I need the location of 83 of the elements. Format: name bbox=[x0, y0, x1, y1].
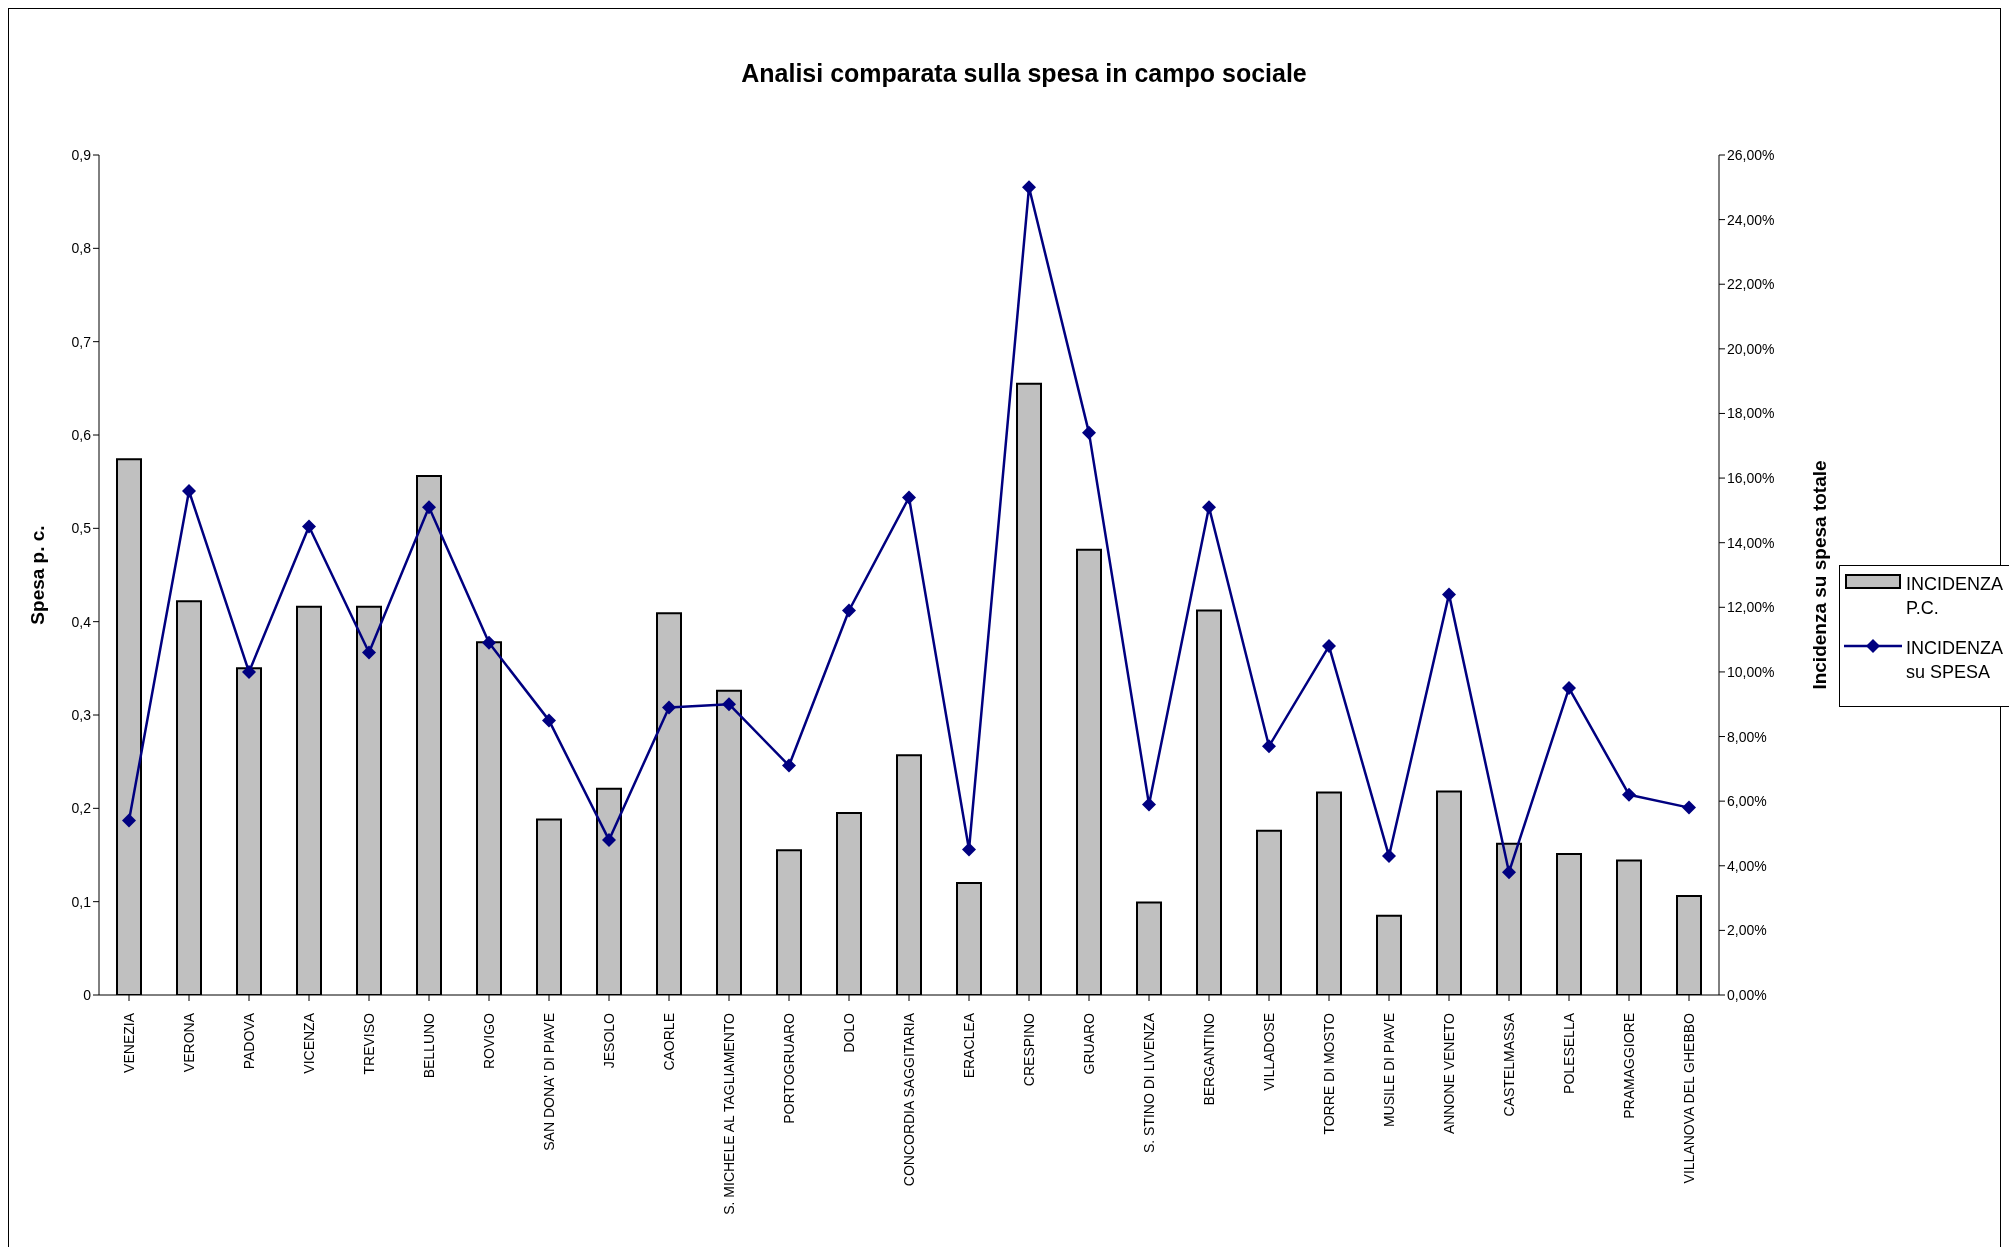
y2-tick-label: 12,00% bbox=[1727, 599, 1775, 616]
y2-tick-label: 0,00% bbox=[1727, 986, 1767, 1003]
x-tick-label: PADOVA bbox=[241, 1012, 257, 1070]
y-tick-label: 0 bbox=[83, 986, 92, 1003]
point bbox=[1502, 865, 1516, 880]
x-tick-label: VENEZIA bbox=[121, 1012, 137, 1073]
y-tick-label: 0,8 bbox=[71, 240, 92, 257]
y-tick-label: 0,2 bbox=[71, 800, 92, 817]
x-tick-label: JESOLO bbox=[601, 1012, 617, 1069]
point bbox=[122, 813, 136, 828]
x-tick-label: PORTOGRUARO bbox=[781, 1012, 797, 1124]
point bbox=[482, 635, 496, 650]
point bbox=[1022, 180, 1036, 195]
x-tick-label: S. MICHELE AL TAGLIAMENTO bbox=[721, 1012, 737, 1215]
point bbox=[1682, 800, 1696, 815]
x-tick-label: CAORLE bbox=[661, 1013, 677, 1071]
x-tick-label: VILLANOVA DEL GHEBBO bbox=[1681, 1012, 1697, 1184]
y2-tick-label: 22,00% bbox=[1727, 276, 1775, 293]
y2-tick-label: 16,00% bbox=[1727, 470, 1775, 487]
y-tick-label: 0,6 bbox=[71, 426, 92, 443]
y2-tick-label: 20,00% bbox=[1727, 340, 1775, 357]
y-tick-label: 0,1 bbox=[71, 893, 92, 910]
y2-tick-label: 8,00% bbox=[1727, 728, 1767, 745]
point bbox=[1322, 639, 1336, 654]
point bbox=[1262, 739, 1276, 754]
point bbox=[1082, 425, 1096, 440]
x-tick-label: BELLUNO bbox=[421, 1012, 437, 1079]
x-tick-label: PRAMAGGIORE bbox=[1621, 1013, 1637, 1119]
point bbox=[782, 758, 796, 773]
x-tick-label: GRUARO bbox=[1081, 1012, 1097, 1075]
x-tick-label: S. STINO DI LIVENZA bbox=[1141, 1012, 1157, 1154]
x-tick-label: POLESELLA bbox=[1561, 1012, 1577, 1094]
point bbox=[722, 697, 736, 712]
y-axis-title: Spesa p. c. bbox=[26, 525, 48, 625]
x-tick-label: TREVISO bbox=[361, 1012, 377, 1075]
y2-axis-title: Incidenza su spesa totale bbox=[1808, 460, 1830, 690]
point bbox=[302, 519, 316, 534]
x-tick-label: CONCORDIA SAGGITARIA bbox=[901, 1012, 917, 1187]
y-tick-label: 0,7 bbox=[71, 333, 92, 350]
y-tick-label: 0,9 bbox=[71, 146, 92, 163]
y2-tick-label: 24,00% bbox=[1727, 211, 1775, 228]
point bbox=[602, 832, 616, 847]
point bbox=[1142, 797, 1156, 812]
x-tick-label: BERGANTINO bbox=[1201, 1012, 1217, 1106]
x-tick-label: ANNONE VENETO bbox=[1441, 1012, 1457, 1135]
legend-label: INCIDENZA P.C. bbox=[1906, 573, 2003, 620]
y2-tick-label: 2,00% bbox=[1727, 922, 1767, 939]
point bbox=[362, 645, 376, 660]
y-tick-label: 0,3 bbox=[71, 706, 92, 723]
x-tick-label: ERACLEA bbox=[961, 1012, 977, 1079]
y2-tick-label: 14,00% bbox=[1727, 534, 1775, 551]
point bbox=[662, 700, 676, 715]
x-tick-label: VICENZA bbox=[301, 1012, 317, 1074]
x-tick-label: ROVIGO bbox=[481, 1012, 497, 1070]
y2-tick-label: 6,00% bbox=[1727, 793, 1767, 810]
x-tick-label: CRESPINO bbox=[1021, 1012, 1037, 1087]
x-tick-label: TORRE DI MOSTO bbox=[1321, 1012, 1337, 1135]
x-tick-label: CASTELMASSA bbox=[1501, 1012, 1517, 1117]
point bbox=[242, 664, 256, 679]
y2-tick-label: 10,00% bbox=[1727, 663, 1775, 680]
point bbox=[1622, 787, 1636, 802]
x-tick-label: SAN DONA' DI PIAVE bbox=[541, 1013, 557, 1151]
legend-label: INCIDENZA su SPESA bbox=[1906, 637, 2003, 684]
point bbox=[1382, 849, 1396, 864]
x-tick-label: VERONA bbox=[181, 1012, 197, 1073]
x-tick-label: DOLO bbox=[841, 1012, 857, 1053]
y2-tick-label: 26,00% bbox=[1727, 146, 1775, 163]
point bbox=[902, 490, 916, 505]
point bbox=[842, 603, 856, 618]
point bbox=[1442, 587, 1456, 602]
point bbox=[1562, 681, 1576, 696]
y2-tick-label: 4,00% bbox=[1727, 857, 1767, 874]
x-tick-label: VILLADOSE bbox=[1261, 1013, 1277, 1091]
chart-title: Analisi comparata sulla spesa in campo sociale bbox=[740, 59, 1308, 88]
point bbox=[962, 842, 976, 857]
point bbox=[1202, 500, 1216, 515]
point bbox=[182, 484, 196, 498]
y-tick-label: 0,5 bbox=[71, 520, 92, 537]
y2-tick-label: 18,00% bbox=[1727, 405, 1775, 422]
y-tick-label: 0,4 bbox=[71, 613, 92, 630]
x-tick-label: MUSILE DI PIAVE bbox=[1381, 1013, 1397, 1128]
point bbox=[422, 500, 436, 515]
point bbox=[542, 713, 556, 728]
